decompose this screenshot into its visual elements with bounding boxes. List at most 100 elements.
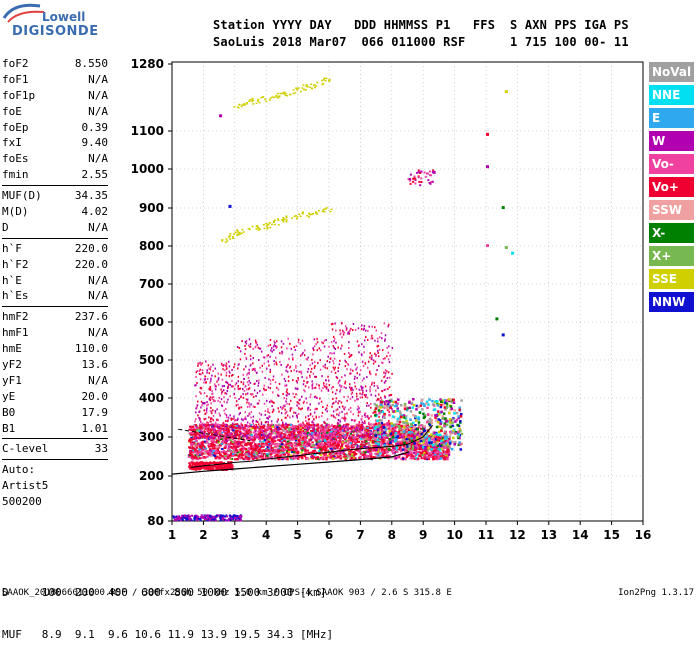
- echo-dot: [327, 376, 329, 378]
- echo-dot: [368, 418, 370, 420]
- echo-dot: [221, 374, 223, 376]
- echo-dot: [305, 385, 307, 387]
- echo-dot: [325, 339, 327, 341]
- echo-dot: [255, 454, 258, 456]
- echo-dot: [237, 443, 240, 445]
- echo-dot: [202, 402, 204, 404]
- echo-dot: [375, 390, 377, 392]
- echo-dot: [337, 377, 339, 379]
- echo-dot: [358, 327, 360, 329]
- echo-dot: [311, 381, 313, 383]
- echo-dot: [298, 440, 301, 442]
- echo-dot: [374, 385, 376, 387]
- echo-dot: [361, 353, 363, 355]
- echo-dot: [249, 423, 251, 425]
- echo-dot: [458, 409, 461, 412]
- echo-dot: [270, 437, 272, 439]
- echo-dot: [266, 431, 268, 433]
- echo-dot: [357, 372, 359, 374]
- echo-dot: [247, 393, 249, 395]
- echo-dot: [234, 397, 236, 399]
- echo-dot: [344, 428, 346, 430]
- echo-dot: [318, 436, 320, 438]
- echo-dot: [320, 359, 322, 361]
- echo-dot: [363, 427, 365, 429]
- echo-dot: [234, 393, 236, 395]
- echo-dot: [233, 448, 236, 450]
- echo-dot: [284, 397, 286, 399]
- echo-dot: [210, 368, 212, 370]
- echo-dot: [265, 414, 267, 416]
- echo-dot: [296, 405, 298, 407]
- echo-dot: [314, 367, 316, 369]
- echo-dot: [421, 454, 424, 456]
- echo-dot: [341, 322, 343, 324]
- echo-dot: [217, 431, 220, 433]
- echo-dot: [238, 364, 240, 366]
- echo-dot: [320, 446, 323, 448]
- echo-dot: [279, 443, 282, 445]
- echo-dot: [253, 406, 255, 408]
- echo-dot: [241, 381, 243, 383]
- echo-dot: [242, 393, 244, 395]
- y-tick-label: 300: [139, 430, 164, 444]
- echo-dot: [221, 448, 224, 450]
- echo-dot: [288, 429, 291, 431]
- echo-dot: [200, 451, 203, 453]
- echo-dot: [195, 452, 198, 454]
- echo-dot: [293, 412, 295, 414]
- echo-dot: [241, 418, 243, 420]
- echo-dot: [304, 354, 306, 356]
- echo-dot: [426, 456, 429, 458]
- echo-dot: [270, 371, 272, 373]
- echo-dot: [286, 424, 288, 426]
- echo-dot: [318, 416, 320, 418]
- echo-dot: [275, 357, 277, 359]
- echo-dot: [207, 426, 209, 428]
- echo-dot: [331, 415, 333, 417]
- echo-dot: [310, 394, 312, 396]
- echo-dot: [200, 447, 203, 449]
- echo-dot: [307, 371, 309, 373]
- echo-dot: [333, 435, 335, 437]
- echo-dot: [414, 424, 417, 426]
- echo-dot: [338, 419, 340, 421]
- echo-dot: [336, 437, 338, 439]
- echo-dot: [207, 453, 210, 455]
- echo-dot: [297, 458, 300, 460]
- echo-dot: [293, 430, 295, 432]
- echo-dot: [332, 328, 334, 330]
- echo-dot: [263, 453, 266, 455]
- echo-dot: [350, 329, 352, 331]
- echo-dot: [218, 384, 220, 386]
- echo-dot: [218, 377, 220, 379]
- echo-dot: [200, 420, 202, 422]
- echo-dot: [319, 440, 322, 442]
- echo-dot: [402, 458, 405, 460]
- echo-dot: [246, 437, 248, 439]
- echo-dot: [371, 357, 373, 359]
- echo-dot: [199, 428, 201, 430]
- echo-dot: [269, 416, 271, 418]
- echo-dot: [272, 401, 274, 403]
- echo-dot: [197, 365, 199, 367]
- echo-dot: [272, 391, 274, 393]
- echo-dot: [371, 337, 373, 339]
- echo-dot: [195, 418, 197, 420]
- echo-dot: [254, 430, 256, 432]
- echo-dot: [365, 436, 367, 438]
- echo-dot: [351, 455, 354, 457]
- echo-dot: [324, 439, 327, 441]
- echo-dot: [350, 398, 352, 400]
- echo-dot: [314, 361, 316, 363]
- echo-dot: [376, 369, 378, 371]
- echo-dot: [345, 325, 347, 327]
- echo-dot: [430, 433, 433, 436]
- echo-dot: [383, 376, 385, 378]
- echo-dot: [377, 385, 379, 387]
- echo-dot: [201, 443, 204, 445]
- echo-dot: [339, 329, 341, 331]
- echo-dot: [199, 443, 202, 445]
- echo-dot: [362, 421, 364, 423]
- echo-dot: [292, 379, 294, 381]
